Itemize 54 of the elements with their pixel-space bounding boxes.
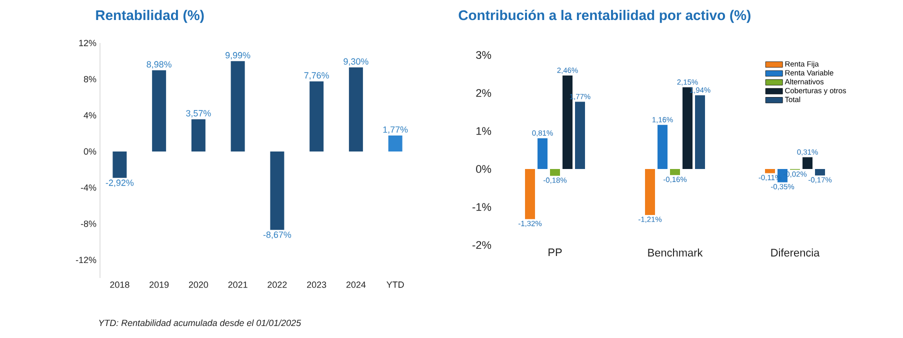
bar: [191, 119, 206, 152]
bar: [645, 169, 656, 215]
x-tick-label: 2021: [228, 282, 248, 288]
x-tick-label: 2023: [307, 282, 326, 288]
data-label: 8,98%: [146, 61, 172, 69]
y-tick-label: 8%: [84, 76, 96, 82]
data-label: 9,99%: [226, 52, 250, 60]
y-tick-label: 2%: [476, 89, 492, 97]
bar: [348, 67, 363, 152]
y-tick-label: -4%: [80, 184, 96, 191]
y-tick-label: 12%: [79, 40, 96, 46]
x-tick-label: 2022: [268, 282, 287, 288]
text: YTD: Rentabilidad acumulada desde el 01/01/2025: [99, 320, 302, 326]
bar: [525, 169, 536, 220]
y-tick-label: 4%: [84, 112, 96, 118]
bar: [695, 95, 706, 169]
bar: [670, 169, 680, 176]
bar: [575, 102, 586, 169]
x-tick-label: 2019: [150, 282, 169, 288]
y-tick-label: -8%: [80, 220, 96, 227]
bar: [388, 135, 402, 152]
y-tick-label: 1%: [476, 127, 492, 135]
y-tick-label: 0%: [84, 148, 96, 155]
x-tick-label: 2024: [346, 282, 366, 288]
bar: [765, 169, 776, 174]
x-tick-label: Diferencia: [771, 248, 820, 257]
y-tick-label: -12%: [76, 256, 96, 264]
y-tick-label: -1%: [472, 203, 492, 211]
data-label: -2,92%: [106, 180, 134, 187]
bar: [802, 157, 813, 169]
x-tick-label: YTD: [386, 282, 404, 288]
x-tick-label: 2020: [188, 282, 208, 288]
bar: [230, 61, 245, 152]
bar: [538, 138, 548, 169]
y-tick-label: -2%: [472, 241, 492, 249]
data-label: -8,67%: [263, 232, 292, 239]
bar: [310, 81, 324, 152]
y-tick-label: 0%: [476, 165, 492, 173]
bar: [815, 169, 826, 176]
x-tick-label: 2018: [110, 282, 130, 288]
y-tick-label: 3%: [476, 51, 492, 59]
bar: [112, 151, 127, 178]
data-label: 7,76%: [304, 72, 329, 80]
x-tick-label: Benchmark: [648, 248, 703, 257]
data-label: 9,30%: [344, 58, 368, 66]
chart-title: Rentabilidad (%): [96, 10, 204, 23]
bar: [152, 70, 166, 152]
bar: [550, 169, 560, 176]
x-tick-label: PP: [548, 248, 562, 256]
data-label: 1,77%: [383, 126, 408, 134]
bar: [270, 151, 284, 230]
chart-title: Contribución a la rentabilidad por activo (%): [458, 10, 750, 23]
data-label: 3,57%: [186, 110, 211, 118]
bar: [658, 124, 668, 169]
